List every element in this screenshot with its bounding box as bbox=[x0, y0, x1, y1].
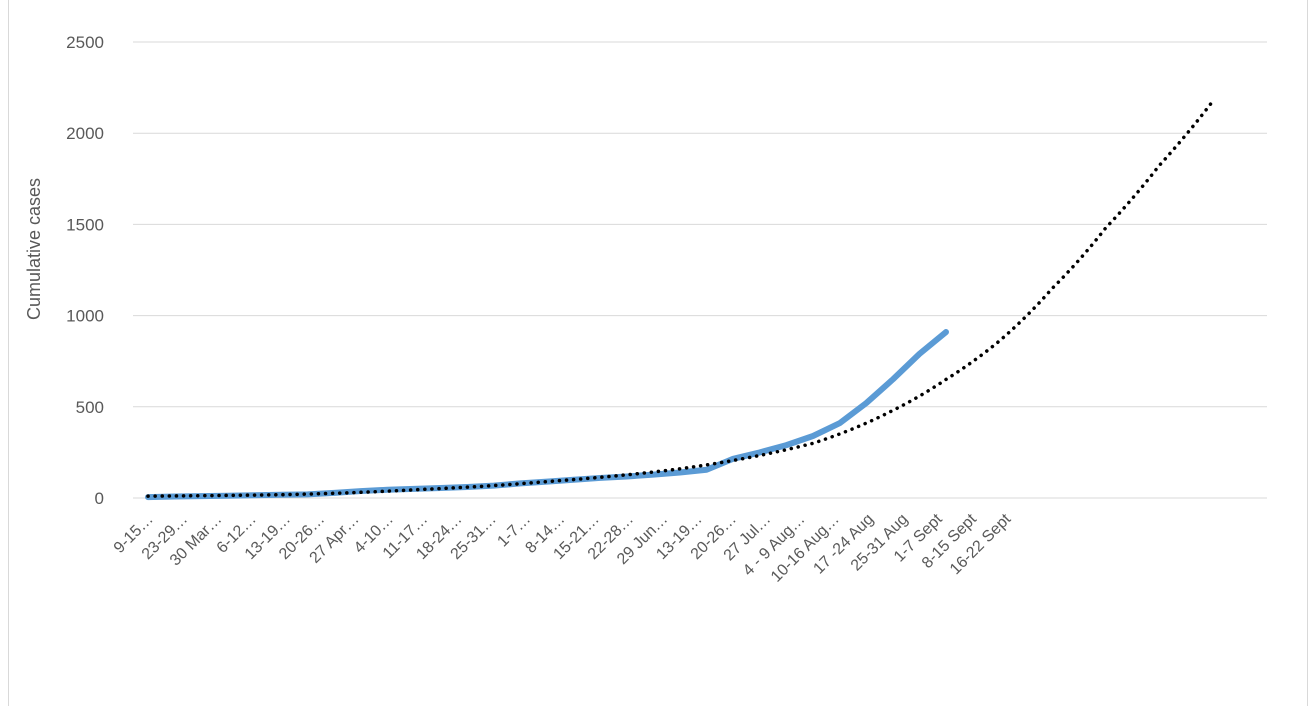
y-tick-label: 2500 bbox=[66, 33, 104, 52]
chart-frame bbox=[8, 0, 1308, 706]
y-tick-label: 500 bbox=[76, 398, 104, 417]
y-axis-title: Cumulative cases bbox=[24, 178, 44, 320]
y-tick-label: 1500 bbox=[66, 215, 104, 234]
y-tick-label: 2000 bbox=[66, 124, 104, 143]
y-tick-label: 0 bbox=[95, 489, 104, 508]
series-line-trend bbox=[146, 100, 1214, 498]
y-tick-labels: 0 500 1000 1500 2000 2500 bbox=[66, 33, 104, 508]
series-layer bbox=[145, 100, 1214, 501]
gridlines bbox=[133, 41, 1267, 499]
series-line-actual bbox=[145, 329, 949, 501]
y-tick-label: 1000 bbox=[66, 307, 104, 326]
x-tick-labels: 9-15…23-29…30 Mar…6-12…13-19…20-26…27 Ap… bbox=[111, 510, 1015, 585]
